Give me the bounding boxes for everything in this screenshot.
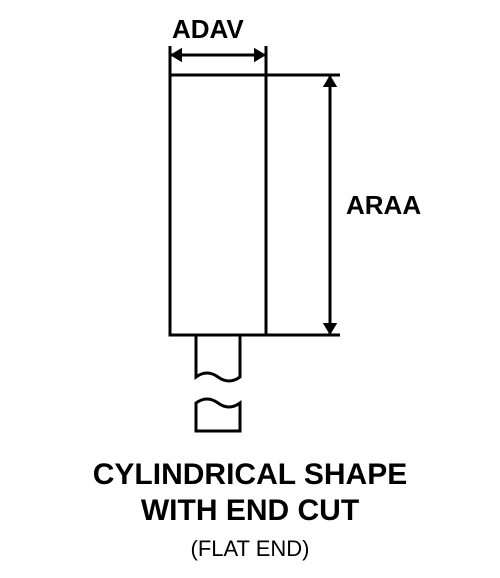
adav-label: ADAV <box>172 14 244 45</box>
title-line-1: CYLINDRICAL SHAPE <box>0 458 500 492</box>
title-line-2: WITH END CUT <box>0 494 500 528</box>
subtitle: (FLAT END) <box>0 536 500 562</box>
araa-label: ARAA <box>346 190 421 221</box>
diagram-canvas: ADAV ARAA CYLINDRICAL SHAPE WITH END CUT… <box>0 0 500 573</box>
